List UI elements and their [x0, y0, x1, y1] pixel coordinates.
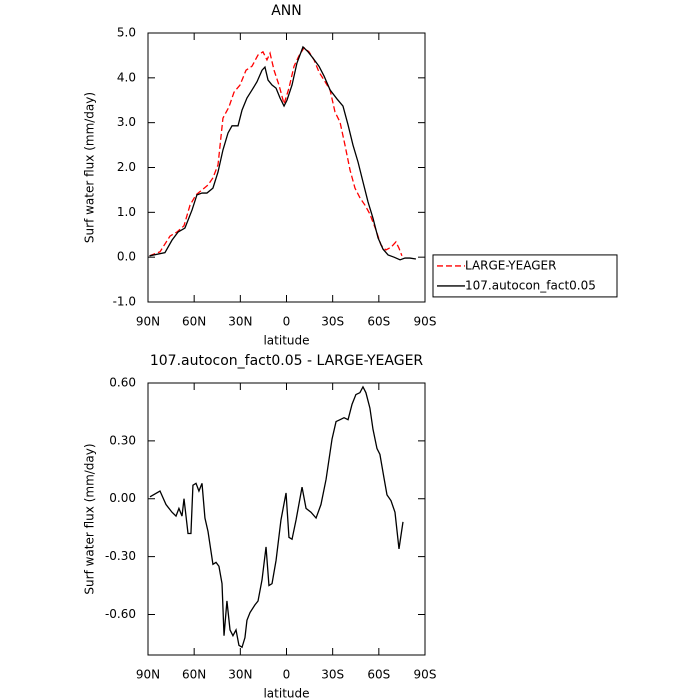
- x-tick-label: 90S: [414, 315, 437, 329]
- y-tick-label: 4.0: [117, 70, 136, 84]
- x-tick-label: 30S: [321, 668, 344, 682]
- y-tick-label: -1.0: [113, 295, 136, 309]
- legend-label: LARGE-YEAGER: [465, 258, 556, 272]
- data-line: [149, 385, 404, 649]
- legend-label: 107.autocon_fact0.05: [465, 278, 596, 292]
- panel: ANN -1.0 0.0 1.0 2.0 3.0 4.0 5.0 90N 60N 30N 0 30S 60…: [83, 3, 618, 348]
- x-tick-label: 60S: [367, 315, 390, 329]
- chart-title: ANN: [271, 3, 302, 19]
- x-tick-label: 90S: [414, 668, 437, 682]
- y-tick-label: -0.60: [105, 607, 136, 621]
- y-tick-label: 0.60: [109, 376, 136, 390]
- y-tick-label: 5.0: [117, 26, 136, 40]
- y-tick-label: 0.30: [109, 433, 136, 447]
- y-tick-label: 0.00: [109, 491, 136, 505]
- x-tick-label: 60S: [367, 668, 390, 682]
- plot-frame: [147, 382, 426, 656]
- x-tick-label: 90N: [136, 668, 160, 682]
- x-tick-label: 30N: [228, 668, 252, 682]
- y-tick-label: 2.0: [117, 160, 136, 174]
- x-tick-label: 30N: [228, 315, 252, 329]
- x-tick-label: 30S: [321, 315, 344, 329]
- x-axis-label: latitude: [263, 334, 309, 348]
- x-tick-label: 60N: [182, 315, 206, 329]
- x-tick-label: 90N: [136, 315, 160, 329]
- data-line: [149, 46, 403, 257]
- plot-frame: [147, 32, 426, 303]
- y-tick-label: 3.0: [117, 115, 136, 129]
- panel: 107.autocon_fact0.05 - LARGE-YEAGER -0.60…: [83, 353, 437, 700]
- legend-box: [432, 254, 618, 298]
- x-tick-label: 60N: [182, 668, 206, 682]
- y-axis-label: Surf water flux (mm/day): [83, 92, 97, 243]
- x-tick-label: 0: [283, 315, 291, 329]
- y-tick-label: 0.0: [117, 250, 136, 264]
- y-tick-label: 1.0: [117, 205, 136, 219]
- chart-title: 107.autocon_fact0.05 - LARGE-YEAGER: [150, 353, 424, 369]
- data-line: [149, 45, 417, 261]
- x-tick-label: 0: [283, 668, 291, 682]
- x-axis-label: latitude: [263, 687, 309, 700]
- y-tick-label: -0.30: [105, 549, 136, 563]
- y-axis-label: Surf water flux (mm/day): [83, 443, 97, 594]
